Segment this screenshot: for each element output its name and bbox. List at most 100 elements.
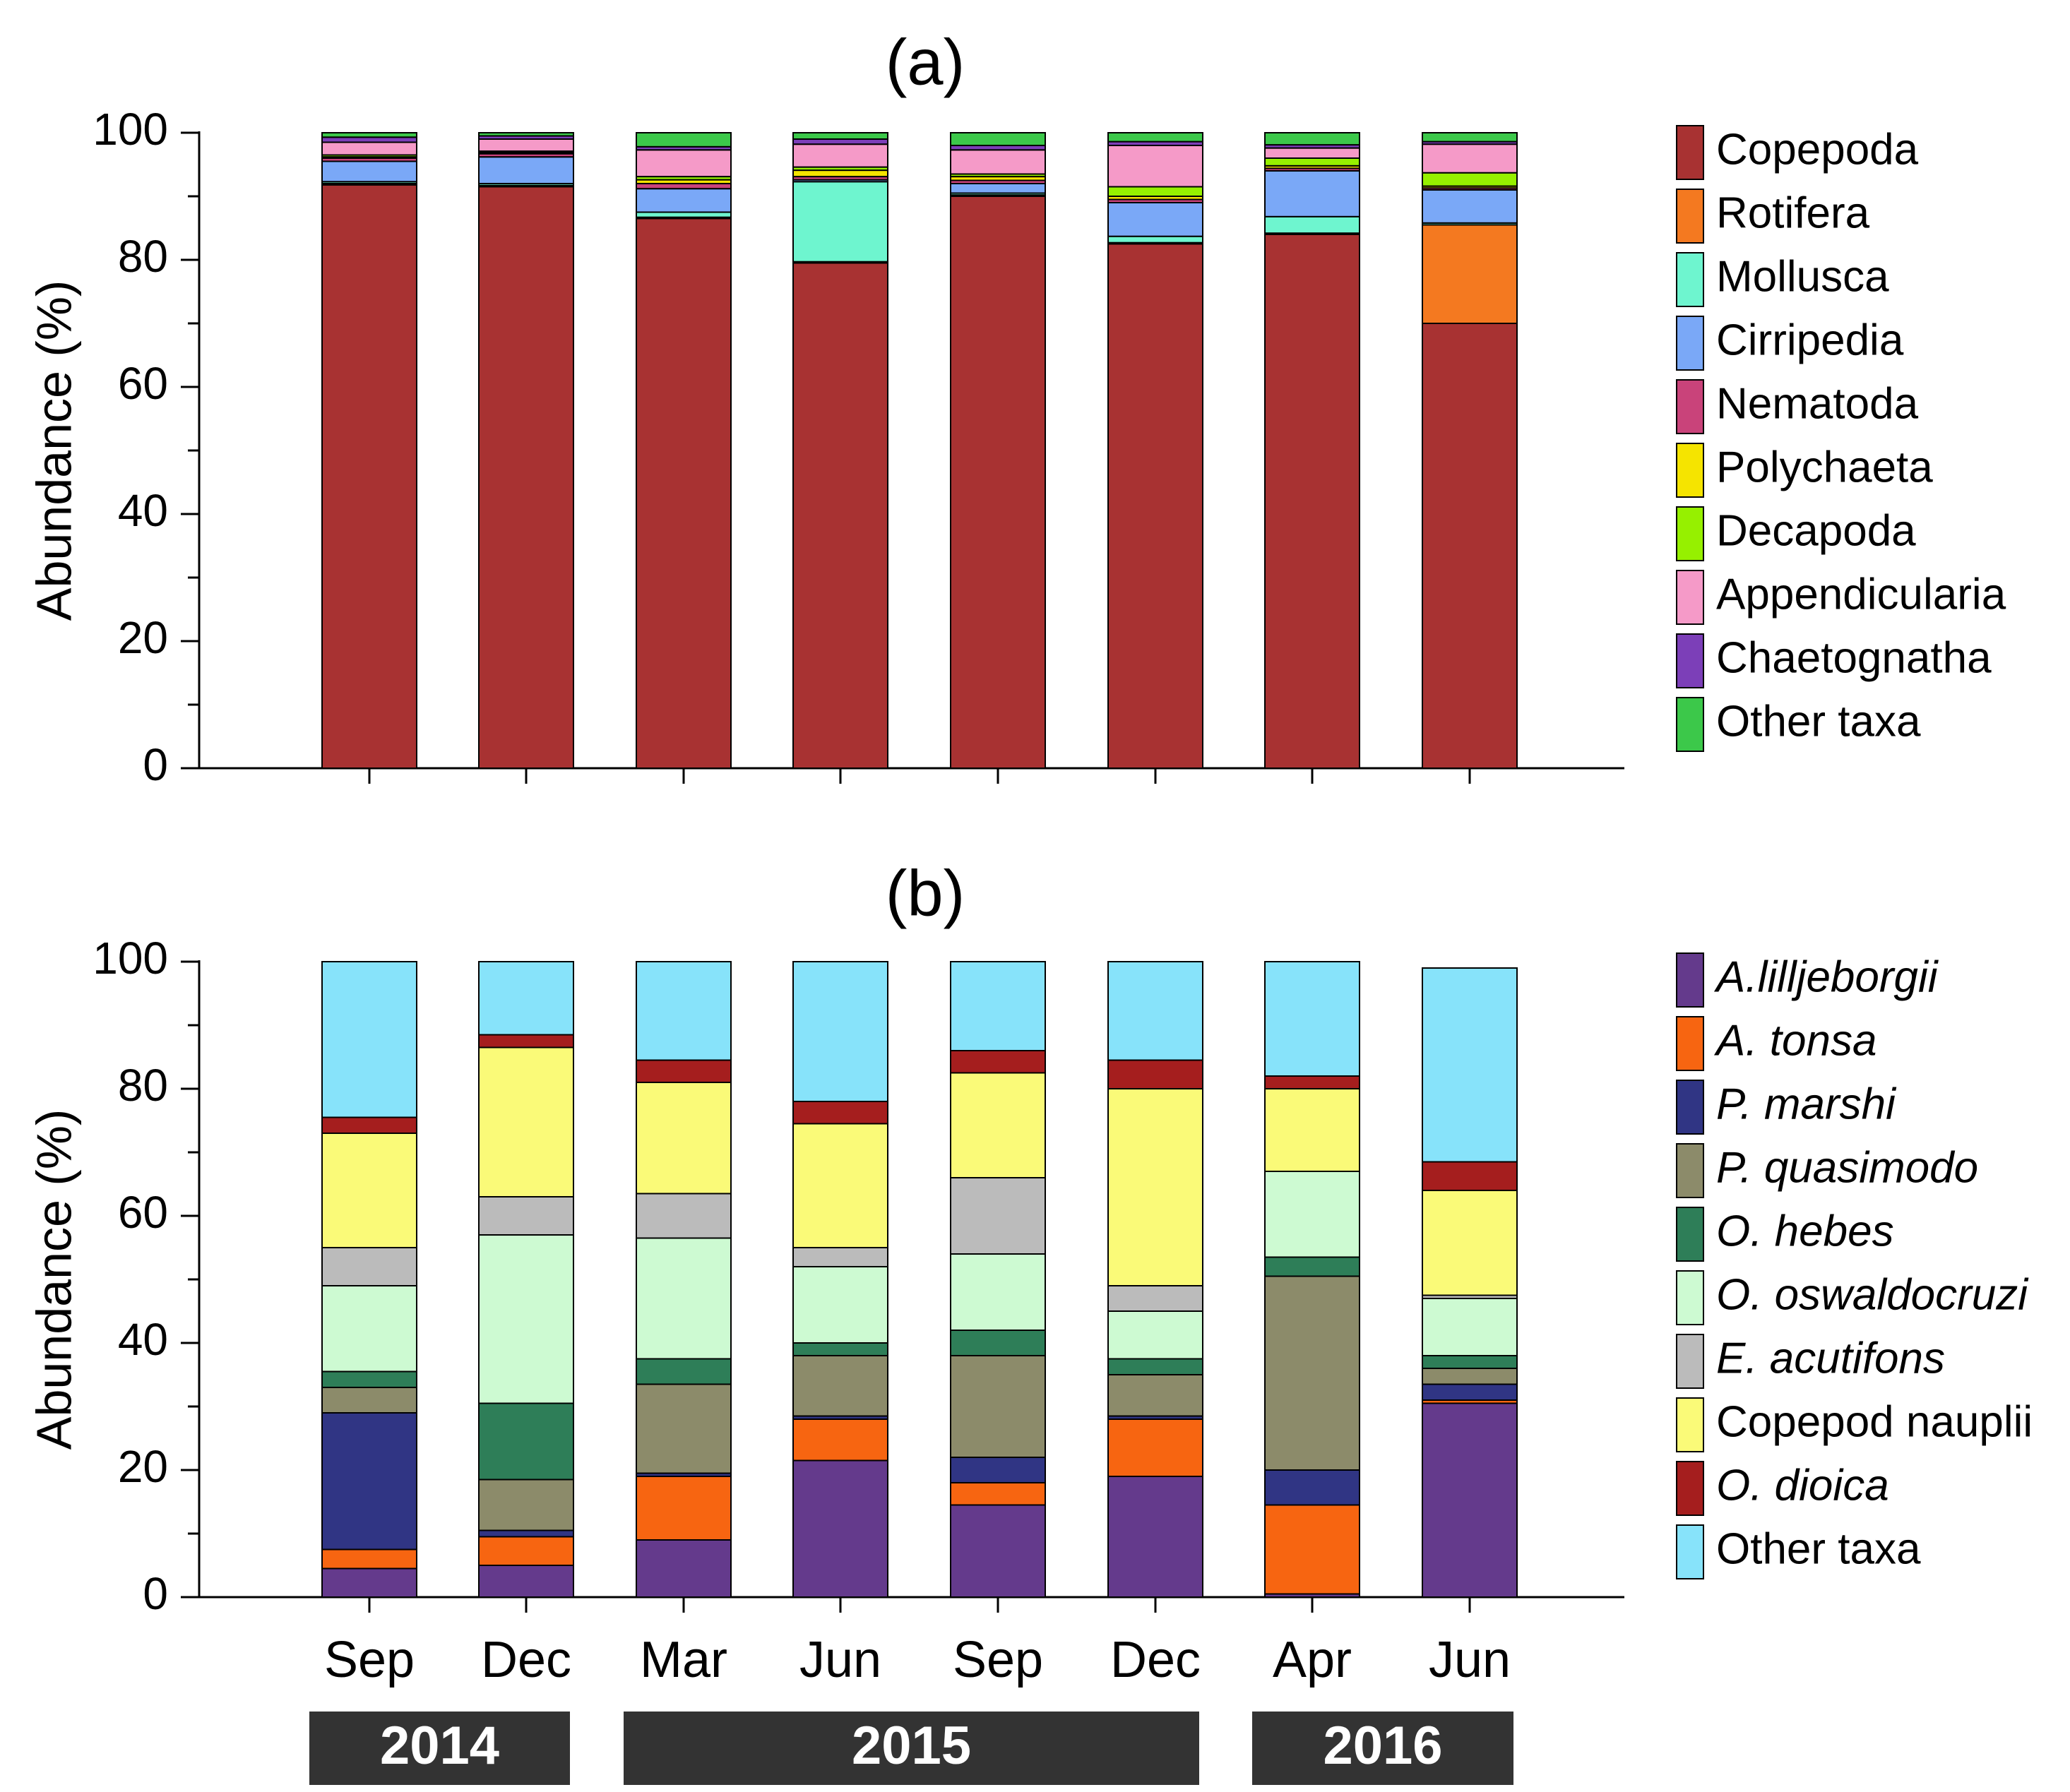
- bar-segment-p-quasimodo: [1264, 1275, 1360, 1471]
- legend-label: Decapoda: [1716, 506, 1916, 555]
- legend-swatch: [1676, 697, 1704, 752]
- x-tick-label: Sep: [324, 1632, 415, 1688]
- legend-item: Cirripedia: [1676, 316, 1904, 371]
- legend-item: O. dioica: [1676, 1461, 1889, 1516]
- bar-stack-dec: [1107, 961, 1203, 1598]
- legend-label: Mollusca: [1716, 252, 1889, 301]
- bar-segment-mollusca: [1107, 235, 1203, 244]
- bar-segment-copepoda: [950, 196, 1046, 769]
- legend-label: Appendicularia: [1716, 570, 2006, 619]
- legend-swatch: [1676, 570, 1704, 625]
- bar-segment-polychaeta: [792, 169, 888, 178]
- bar-segment-copepoda: [321, 184, 417, 769]
- bar-segment-o-dioica: [1422, 1161, 1518, 1191]
- bar-segment-o-hebes: [636, 1358, 732, 1385]
- year-label: 2016: [1323, 1716, 1442, 1776]
- legend-swatch: [1676, 1334, 1704, 1389]
- y-tick-label: 80: [118, 231, 168, 282]
- bar-stack-jun: [792, 132, 888, 769]
- bar-segment-e-acutifons: [321, 1247, 417, 1286]
- bar-segment-a-lilljeborgii: [792, 1459, 888, 1598]
- bar-segment-o-hebes: [321, 1370, 417, 1388]
- bar-stack-mar: [636, 961, 732, 1598]
- bar-segment-p-quasimodo: [321, 1387, 417, 1414]
- legend-item: A.lilljeborgii: [1676, 952, 1939, 1008]
- legend-label: Copepod nauplii: [1716, 1397, 2033, 1446]
- legend-swatch: [1676, 1143, 1704, 1198]
- x-tick-label: Dec: [1110, 1632, 1201, 1688]
- legend-label: Other taxa: [1716, 697, 1921, 746]
- bar-segment-e-acutifons: [478, 1196, 574, 1236]
- y-tick-label: 100: [93, 104, 168, 155]
- bar-segment-cirripedia: [950, 183, 1046, 194]
- bar-stack-jun: [792, 961, 888, 1598]
- bar-segment-o-hebes: [1107, 1358, 1203, 1375]
- bar-segment-a-lilljeborgii: [636, 1539, 732, 1598]
- legend-label: P. quasimodo: [1716, 1143, 1978, 1192]
- year-bar: [624, 1712, 1199, 1785]
- legend-label: Cirripedia: [1716, 316, 1904, 364]
- bar-segment-mollusca: [1264, 215, 1360, 234]
- year-label: 2014: [380, 1716, 499, 1776]
- bar-segment-copepoda: [1107, 243, 1203, 769]
- x-tick-label: Dec: [481, 1632, 571, 1688]
- legend-swatch: [1676, 379, 1704, 434]
- year-bar: [1252, 1712, 1513, 1785]
- bar-segment-o-oswaldocruzi: [792, 1266, 888, 1344]
- x-tick-label: Mar: [640, 1632, 727, 1688]
- bar-segment-copepod-nauplii: [321, 1133, 417, 1248]
- legend-label: P. marshi: [1716, 1080, 1897, 1128]
- bar-segment-o-hebes: [1264, 1256, 1360, 1277]
- x-tick-label: Jun: [1429, 1632, 1511, 1688]
- x-tick-label: Apr: [1273, 1632, 1352, 1688]
- legend-label: Polychaeta: [1716, 443, 1933, 491]
- bar-segment-appendicularia: [478, 138, 574, 153]
- y-axis-title: Abundance (%): [26, 1109, 81, 1450]
- bar-segment-other-taxa: [1422, 132, 1518, 143]
- legend-item: E. acutifons: [1676, 1334, 1945, 1389]
- bar-segment-cirripedia: [1107, 202, 1203, 237]
- bar-segment-p-marshi: [1264, 1469, 1360, 1506]
- bar-segment-other-taxa: [1422, 967, 1518, 1163]
- legend-item: Other taxa: [1676, 1524, 1921, 1579]
- legend-label: O. dioica: [1716, 1461, 1889, 1510]
- bar-segment-o-hebes: [478, 1402, 574, 1481]
- bar-segment-o-dioica: [950, 1050, 1046, 1074]
- bar-segment-nematoda: [636, 183, 732, 190]
- y-tick-label: 20: [118, 612, 168, 663]
- bar-segment-other-taxa: [321, 961, 417, 1118]
- bar-segment-p-quasimodo: [792, 1355, 888, 1417]
- legend-item: A. tonsa: [1676, 1016, 1876, 1071]
- legend-item: P. quasimodo: [1676, 1143, 1978, 1198]
- bar-segment-o-dioica: [478, 1034, 574, 1049]
- legend-swatch: [1676, 506, 1704, 561]
- bar-stack-mar: [636, 132, 732, 769]
- bar-segment-other-taxa: [321, 132, 417, 138]
- legend-swatch: [1676, 1397, 1704, 1452]
- bar-segment-appendicularia: [321, 141, 417, 156]
- bar-segment-o-hebes: [792, 1342, 888, 1356]
- bar-segment-copepod-nauplii: [636, 1082, 732, 1195]
- legend-swatch: [1676, 316, 1704, 371]
- legend-item: Appendicularia: [1676, 570, 2006, 625]
- bar-segment-p-marshi: [478, 1529, 574, 1538]
- bar-segment-p-marshi: [321, 1412, 417, 1551]
- bar-segment-p-marshi: [1422, 1383, 1518, 1401]
- y-tick-label: 40: [118, 485, 168, 536]
- bar-segment-chaetognatha: [321, 136, 417, 143]
- legend-label: O. oswaldocruzi: [1716, 1270, 2029, 1319]
- bar-segment-o-dioica: [1264, 1075, 1360, 1089]
- legend-label: A.lilljeborgii: [1713, 952, 1939, 1001]
- bar-segment-other-taxa: [478, 961, 574, 1036]
- bar-segment-o-hebes: [950, 1330, 1046, 1356]
- chart-panel-b: (b) Abundance (%) 0 20 40 60 80 100 A.lilljeborg…: [26, 857, 2033, 1688]
- bar-segment-a-tonsa: [321, 1548, 417, 1570]
- bar-segment-copepod-nauplii: [950, 1072, 1046, 1178]
- legend-item: Chaetognatha: [1676, 633, 1992, 688]
- y-tick-label: 0: [143, 1568, 168, 1619]
- bar-segment-copepoda: [792, 262, 888, 769]
- bar-segment-copepod-nauplii: [792, 1123, 888, 1248]
- legend-swatch: [1676, 1461, 1704, 1516]
- legend-label: O. hebes: [1716, 1207, 1894, 1255]
